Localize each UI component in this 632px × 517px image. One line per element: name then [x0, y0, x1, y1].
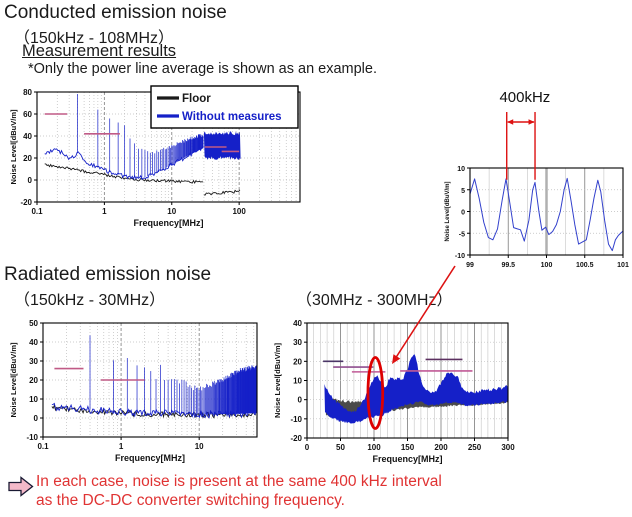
measurement-results-label: Measurement results: [22, 42, 177, 60]
conclusion-text: In each case, noise is present at the sa…: [36, 472, 606, 510]
svg-text:60: 60: [23, 110, 32, 119]
axis-labels: 9999.5100100.5101-10-50510Frequency[MHz]…: [445, 166, 629, 269]
svg-text:20: 20: [293, 357, 302, 366]
x-axis-label: Frequency[MHz]: [133, 218, 203, 228]
svg-text:30: 30: [293, 338, 302, 347]
noise-circle-annotation: [366, 356, 385, 430]
axis-labels: 0 50 100 150 200 250 300 -20 -10 0 10 20 30 40 Frequen…: [273, 319, 515, 464]
svg-text:1: 1: [119, 442, 124, 451]
svg-text:200: 200: [434, 443, 448, 452]
svg-text:99: 99: [466, 262, 474, 269]
svg-text:10: 10: [167, 207, 176, 216]
svg-text:40: 40: [293, 319, 302, 328]
svg-text:40: 40: [29, 338, 38, 347]
svg-text:1: 1: [102, 207, 107, 216]
svg-text:10: 10: [195, 442, 204, 451]
svg-text:150: 150: [401, 443, 415, 452]
svg-text:250: 250: [468, 443, 482, 452]
interval-label: 400kHz: [499, 89, 550, 106]
block-arrow-icon: [8, 476, 34, 497]
svg-text:0: 0: [28, 176, 33, 185]
y-axis-label: Noise Level[dBuV/m]: [9, 342, 18, 418]
series-without-measures: [324, 354, 508, 424]
svg-text:0: 0: [34, 414, 39, 423]
svg-text:-20: -20: [20, 198, 32, 207]
limit-lines: [44, 113, 240, 153]
legend: Floor Without measures: [150, 85, 299, 129]
svg-text:101: 101: [617, 262, 629, 269]
series: [324, 354, 508, 424]
svg-text:-5: -5: [459, 231, 465, 238]
radiated-low-chart: 0.1 1 10 -10 0 10 20 30 40 50 Frequency[MHz] Noise …: [9, 319, 258, 463]
svg-text:10: 10: [457, 166, 465, 173]
svg-text:300: 300: [501, 443, 515, 452]
y-axis-label: Noise Level[dBuV/m]: [9, 109, 18, 185]
svg-text:10: 10: [293, 377, 302, 386]
zoom-400khz-chart: 9999.5100100.5101-10-50510Frequency[MHz]…: [445, 89, 629, 269]
annotations: [366, 356, 385, 430]
svg-text:0: 0: [461, 210, 465, 217]
svg-text:100.5: 100.5: [576, 262, 594, 269]
series: [51, 335, 257, 419]
series-floor: [44, 163, 204, 184]
radiated-high-range-label: （30MHz - 300MHz）: [296, 292, 453, 309]
conducted-range-label: （150kHz - 108MHz）: [14, 30, 175, 47]
svg-text:100: 100: [232, 207, 246, 216]
svg-text:-20: -20: [290, 434, 302, 443]
svg-text:20: 20: [23, 154, 32, 163]
conducted-emission-chart: 0.1 1 10 100 -20 0 20 40 60 80 Frequency[MHz] Noise…: [9, 85, 301, 228]
svg-text:30: 30: [29, 357, 38, 366]
radiated-high-chart: 0 50 100 150 200 250 300 -20 -10 0 10 20 30 40 Frequen…: [273, 319, 515, 464]
y-axis-label: Noise Level[dBuV/m]: [273, 342, 282, 418]
series-without-measures-band: [203, 131, 241, 160]
svg-text:0.1: 0.1: [31, 207, 43, 216]
axis-labels: 0.1 1 10 -10 0 10 20 30 40 50 Frequency[MHz] Noise …: [9, 319, 204, 463]
svg-text:50: 50: [29, 319, 38, 328]
svg-text:99.5: 99.5: [501, 262, 515, 269]
conclusion-line-2: as the DC-DC converter switching frequen…: [36, 492, 345, 509]
svg-text:Without measures: Without measures: [182, 111, 282, 123]
annotations: 400kHz: [499, 89, 550, 180]
svg-text:10: 10: [29, 395, 38, 404]
svg-text:0: 0: [305, 443, 310, 452]
note-label: *Only the power line average is shown as…: [28, 61, 377, 77]
series-floor-high-band: [203, 189, 241, 196]
radiated-low-range-label: （150kHz - 30MHz）: [14, 292, 166, 309]
series: [44, 94, 241, 196]
svg-text:100: 100: [367, 443, 381, 452]
svg-text:20: 20: [29, 376, 38, 385]
svg-text:5: 5: [461, 188, 465, 195]
svg-text:Floor: Floor: [182, 93, 211, 105]
svg-text:40: 40: [23, 132, 32, 141]
svg-text:50: 50: [336, 443, 345, 452]
series-without-measures-baseline: [44, 146, 204, 181]
svg-text:0.1: 0.1: [37, 442, 49, 451]
svg-text:-10: -10: [26, 433, 38, 442]
page-title: Conducted emission noise: [4, 2, 227, 23]
series: [469, 177, 624, 252]
series-without-measures-comb: [77, 94, 204, 178]
series-without-measures-comb: [89, 335, 257, 415]
y-axis-label: Noise Level[dBuV/m]: [445, 181, 451, 241]
x-axis-label: Frequency[MHz]: [372, 454, 442, 464]
limit-lines: [54, 367, 145, 381]
axis-labels: 0.1 1 10 100 -20 0 20 40 60 80 Frequency[MHz] Noise…: [9, 88, 246, 228]
series-without-measures-zoom: [469, 177, 624, 252]
svg-text:80: 80: [23, 88, 32, 97]
conclusion-line-1: In each case, noise is present at the sa…: [36, 473, 442, 490]
svg-text:-10: -10: [455, 253, 465, 260]
svg-text:100: 100: [541, 262, 553, 269]
svg-text:0: 0: [298, 396, 303, 405]
radiated-title: Radiated emission noise: [4, 264, 212, 285]
x-axis-label: Frequency[MHz]: [115, 453, 185, 463]
svg-text:-10: -10: [290, 415, 302, 424]
